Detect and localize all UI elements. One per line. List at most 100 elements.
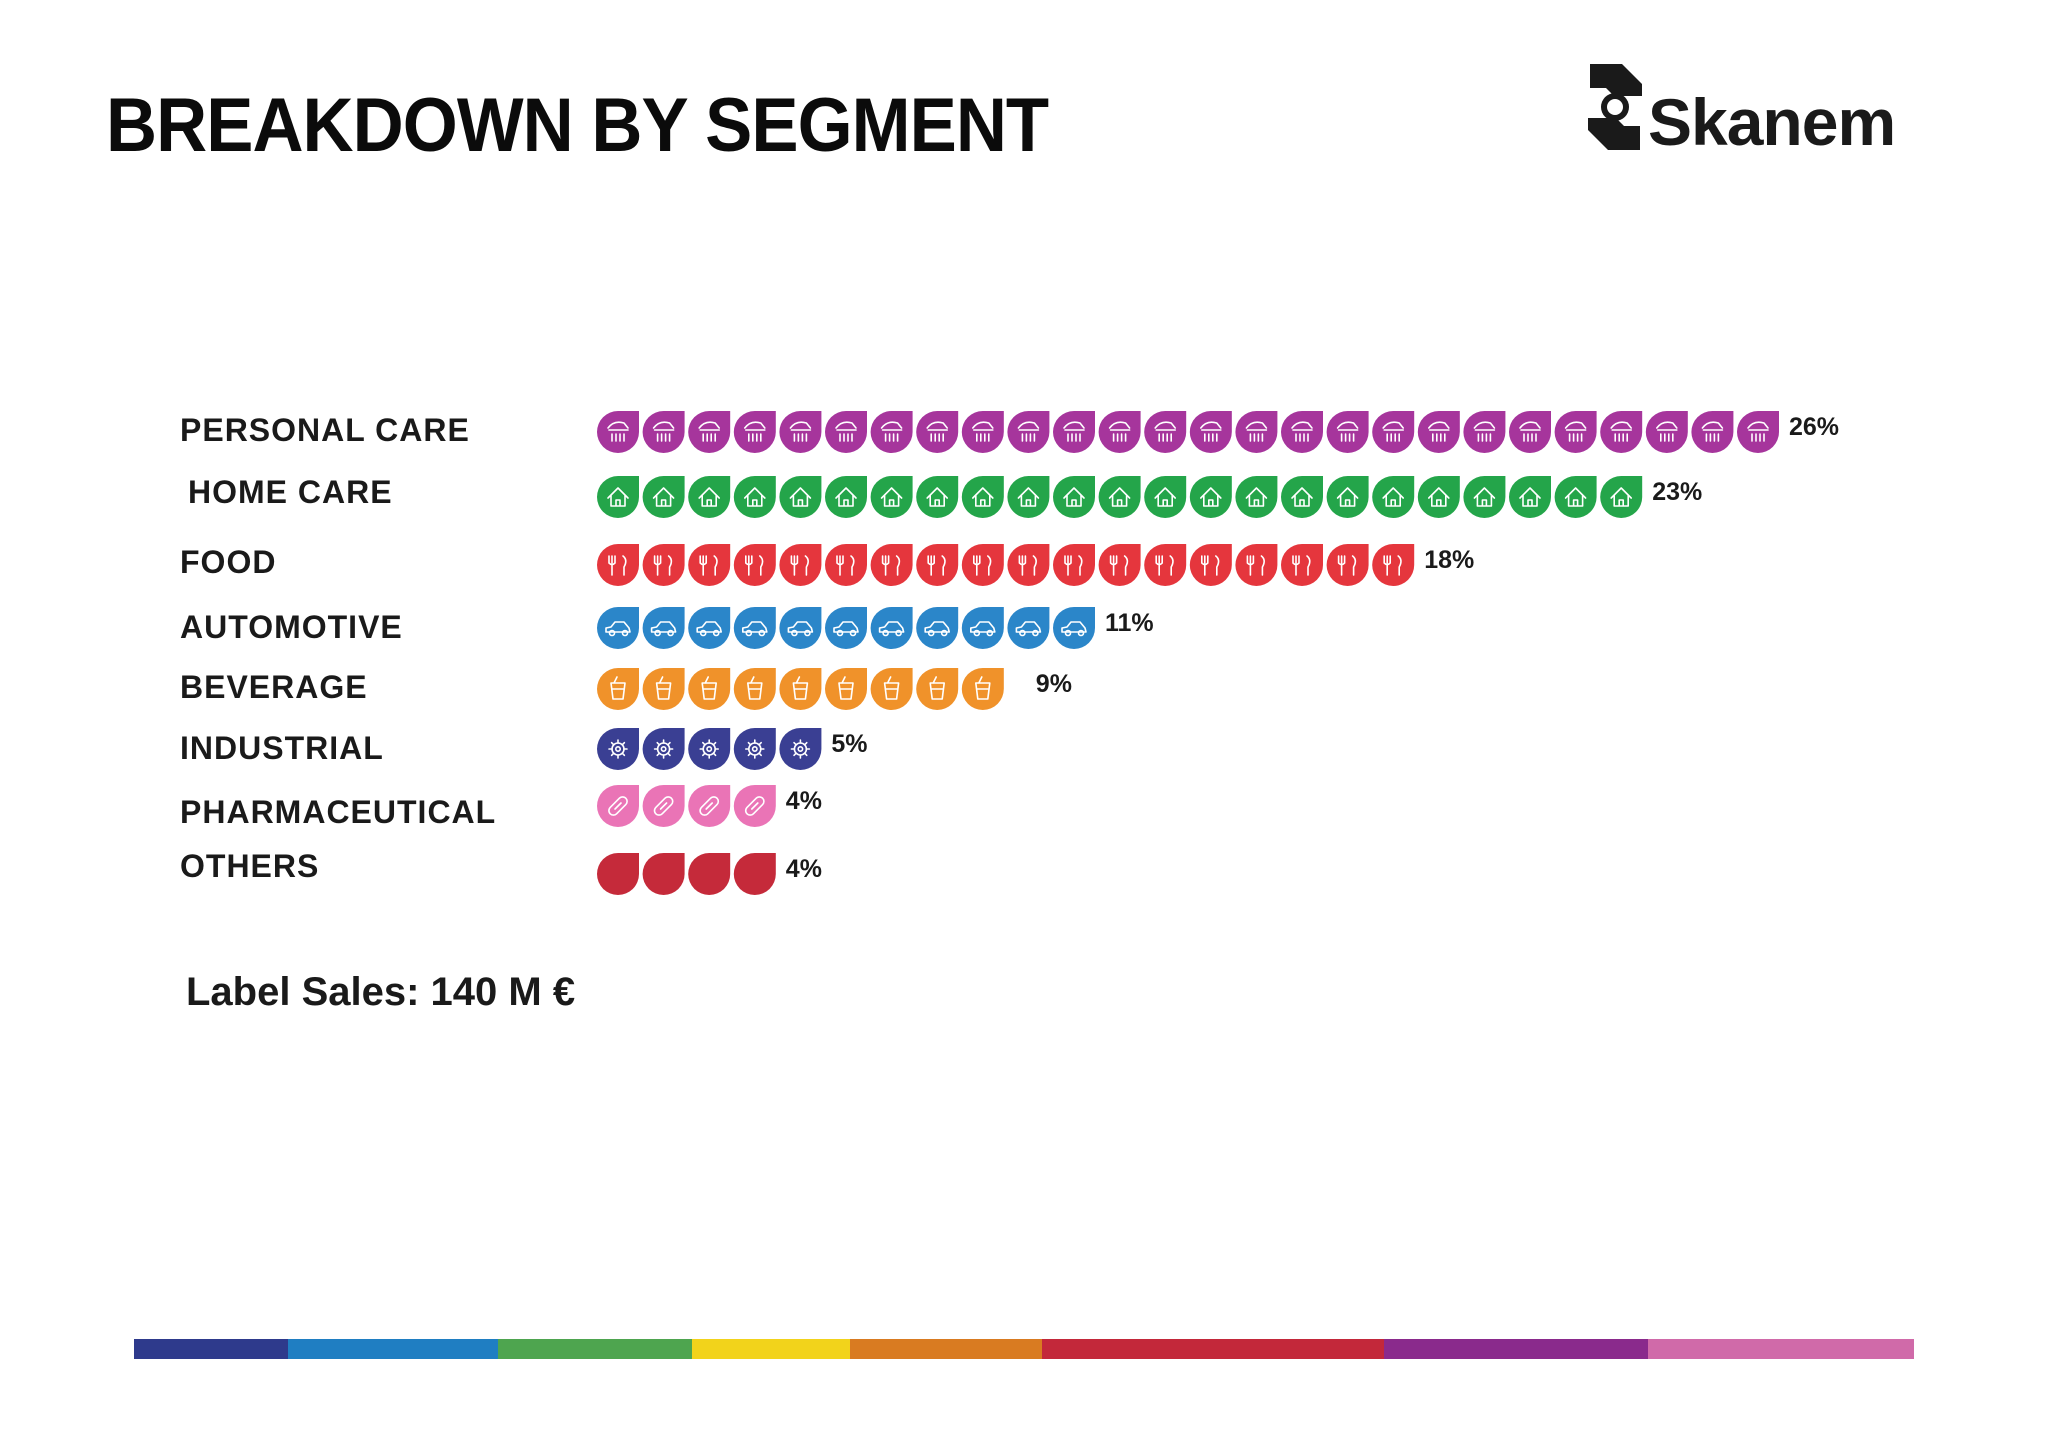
pictogram-mark [733,476,776,518]
category-label: OTHERS [180,848,319,884]
pictogram-mark [779,411,822,453]
shower-icon [1200,421,1222,442]
fork-knife-icon [836,555,855,576]
car-icon [605,621,631,637]
pictogram-mark [1417,411,1460,453]
house-icon [1610,487,1632,507]
percent-label: 4% [786,855,822,883]
pictogram-mark [1235,544,1278,586]
stripe-segment [288,1339,498,1359]
house-icon [1063,487,1085,507]
pictogram-mark [1098,544,1141,586]
pictogram-mark [1326,544,1369,586]
house-icon [926,487,949,507]
shower-icon [1701,421,1724,442]
pictogram-mark [1053,411,1095,453]
shower-icon [652,421,675,442]
house-icon [698,487,721,507]
car-icon [1061,621,1087,637]
pictogram-mark [916,544,959,586]
pictogram-mark [597,476,639,518]
pictogram-mark [1600,476,1643,518]
house-icon [1245,487,1268,507]
percent-label: 18% [1424,546,1474,574]
house-icon [1291,487,1313,507]
fork-knife-icon [1109,555,1129,576]
category-label: PERSONAL CARE [180,412,470,448]
pill-icon [653,796,674,816]
pictogram-mark [597,785,639,827]
house-icon [880,487,903,507]
pictogram-mark [961,476,1004,518]
house-icon [789,487,812,507]
pictogram-mark [825,607,867,649]
category-label: HOME CARE [188,474,393,510]
shower-icon [971,421,994,442]
pictogram-mark [1372,476,1415,518]
pictogram-mark [961,411,1004,453]
shower-icon [1063,421,1085,442]
page-title: BREAKDOWN BY SEGMENT [106,83,1049,168]
category-label: FOOD [180,544,276,580]
house-icon [971,487,994,507]
gear-icon [653,739,674,759]
cup-icon [701,676,718,700]
pill-icon [744,796,765,816]
pictogram-mark [779,607,822,649]
pill-icon [608,796,628,816]
category-label: AUTOMOTIVE [180,609,403,645]
house-icon [1564,487,1587,507]
car-icon [650,621,677,637]
gear-icon [744,739,765,759]
pictogram-mark [870,476,913,518]
pictogram-mark [642,668,685,710]
pictogram-mark [1235,476,1278,518]
pictogram-mark [733,728,776,770]
pictogram-mark [597,668,639,710]
house-icon [1336,487,1359,507]
pictogram-mark [688,785,731,827]
shower-icon [1017,421,1040,442]
percent-label: 4% [786,787,822,815]
logo-text: Skanem [1648,85,1896,159]
shower-icon [1656,421,1678,442]
pictogram-mark [597,607,639,649]
shower-icon [698,421,721,442]
shower-icon [1336,421,1359,442]
fork-knife-icon [1064,555,1083,576]
pictogram-mark [1007,544,1050,586]
pictogram-mark [642,544,685,586]
pictogram-mark [733,544,776,586]
pictogram-mark [1144,476,1187,518]
percent-label: 23% [1652,478,1702,506]
pictogram-mark [1691,411,1734,453]
pictogram-mark [688,668,731,710]
shower-icon [1747,421,1769,442]
percent-label: 5% [831,730,867,758]
category-label: BEVERAGE [180,669,368,705]
fork-knife-icon [927,555,946,576]
house-icon [743,487,766,507]
fork-knife-icon [1337,555,1357,576]
pictogram-mark [597,728,639,770]
pictogram-mark [870,544,913,586]
pictogram-mark [597,411,639,453]
stripe-segment [1648,1339,1914,1359]
pill-icon [699,796,720,816]
house-icon [607,487,629,507]
pictogram-mark [1600,411,1643,453]
shower-icon [1473,421,1496,442]
pictogram-mark [779,668,822,710]
pictogram-mark [688,411,731,453]
car-icon [1015,621,1042,637]
pictogram-mark [733,607,776,649]
pictogram-mark [642,728,685,770]
pictogram-mark [1281,544,1323,586]
pictogram-mark [1189,411,1232,453]
pictogram-mark [688,853,731,895]
pictogram-mark [1053,476,1095,518]
company-logo: Skanem [1584,62,1904,162]
shower-icon [1382,421,1404,442]
pictogram-mark [1509,411,1551,453]
cup-icon [883,676,900,700]
